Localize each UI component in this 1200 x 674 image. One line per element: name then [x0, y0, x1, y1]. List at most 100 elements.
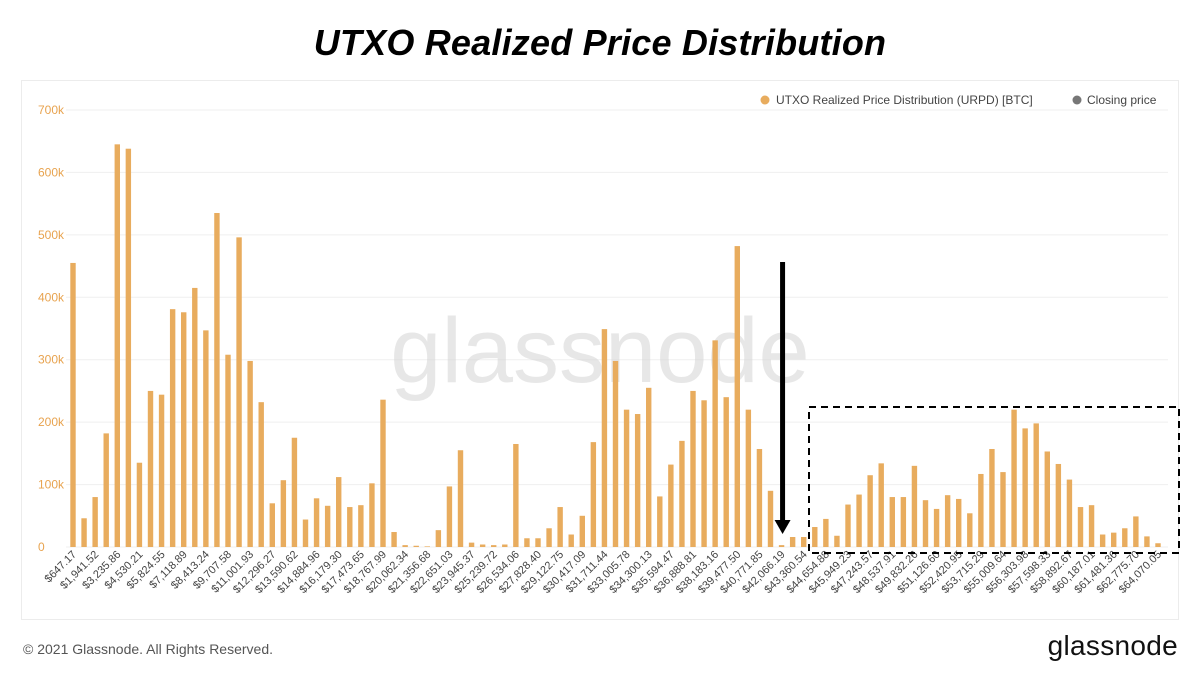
bar	[258, 402, 264, 547]
bar	[136, 462, 143, 547]
bar	[491, 545, 497, 547]
bar	[557, 507, 563, 547]
bar	[612, 360, 619, 547]
bar	[158, 394, 165, 547]
bar	[391, 532, 397, 547]
bar	[535, 538, 541, 547]
bar	[1077, 507, 1084, 547]
bar	[70, 262, 76, 547]
bar	[125, 148, 132, 547]
bar	[1111, 532, 1117, 547]
bar	[380, 399, 386, 547]
chart-title: UTXO Realized Price Distribution	[313, 22, 887, 63]
bar	[1000, 472, 1006, 547]
legend-label-closing-price: Closing price	[1087, 93, 1157, 107]
bar	[1133, 516, 1139, 547]
bars	[70, 144, 1161, 547]
bar	[933, 508, 940, 547]
bar	[203, 330, 209, 547]
bar	[590, 442, 597, 547]
bar	[1122, 528, 1128, 547]
bar	[712, 340, 718, 547]
bar	[579, 515, 585, 547]
highlight-dashed-box	[808, 406, 1180, 554]
bar	[369, 483, 375, 547]
bar	[867, 475, 873, 547]
bar	[878, 463, 884, 547]
bar	[601, 329, 608, 547]
bar	[889, 497, 895, 547]
y-tick-label: 100k	[38, 478, 65, 492]
bar	[978, 473, 984, 547]
bar	[358, 505, 364, 547]
bar	[169, 309, 176, 547]
bar	[181, 312, 187, 547]
y-tick-label: 600k	[38, 165, 65, 179]
bar	[336, 477, 342, 547]
bar	[247, 360, 253, 547]
bar	[944, 495, 951, 547]
y-tick-label: 200k	[38, 415, 65, 429]
closing-price-arrow-head	[774, 520, 791, 534]
bar	[324, 505, 331, 547]
y-tick-label: 500k	[38, 228, 65, 242]
bar	[92, 497, 98, 547]
bar	[1044, 451, 1050, 547]
bar	[513, 443, 519, 547]
bar	[845, 504, 851, 547]
bar	[103, 433, 109, 547]
bar	[280, 480, 287, 547]
bar	[668, 464, 674, 547]
bar	[1155, 543, 1161, 547]
footer-brand-logo: glassnode	[1047, 630, 1178, 661]
bar	[1033, 423, 1039, 547]
bar	[479, 544, 486, 547]
bar	[291, 437, 298, 547]
bar	[1022, 428, 1028, 547]
bar	[701, 400, 707, 547]
bar	[147, 390, 154, 547]
bar	[823, 518, 829, 547]
bar	[801, 537, 807, 547]
bar	[214, 213, 220, 547]
bar	[546, 528, 552, 547]
bar	[989, 448, 995, 547]
bar	[734, 246, 740, 547]
bar	[856, 494, 862, 547]
bar	[1066, 479, 1073, 547]
y-axis: 0 100k 200k 300k 400k 500k 600k 700k	[38, 103, 65, 554]
x-axis: $647.17$1,941.52$3,235.86$4,530.21$5,824…	[43, 549, 1165, 596]
bar	[657, 496, 663, 547]
bar	[524, 538, 530, 547]
bar	[1055, 463, 1062, 547]
bar	[568, 534, 574, 547]
annotations	[774, 262, 1180, 554]
bar	[446, 486, 453, 547]
legend-label-urpd: UTXO Realized Price Distribution (URPD) …	[776, 93, 1033, 107]
y-tick-label: 700k	[38, 103, 65, 117]
bar	[623, 409, 630, 547]
bar	[347, 507, 353, 547]
legend-swatch-closing-price	[1072, 95, 1082, 105]
bar	[1088, 505, 1095, 547]
bar	[192, 287, 198, 547]
bar	[834, 535, 840, 547]
watermark: glassnode	[390, 300, 809, 402]
bar	[679, 440, 685, 547]
bar	[424, 546, 430, 547]
y-tick-label: 0	[38, 540, 45, 554]
bar	[911, 465, 918, 547]
bar	[967, 513, 973, 547]
bar	[402, 545, 408, 547]
bar	[900, 497, 907, 547]
bar	[1099, 534, 1106, 547]
bar	[956, 498, 962, 547]
bar	[502, 544, 508, 547]
chart-frame	[21, 80, 1179, 620]
bar	[1011, 409, 1017, 547]
bar	[457, 450, 464, 547]
legend-swatch-urpd	[760, 95, 770, 105]
y-tick-label: 300k	[38, 353, 65, 367]
bar	[690, 390, 696, 547]
bar	[778, 545, 785, 547]
